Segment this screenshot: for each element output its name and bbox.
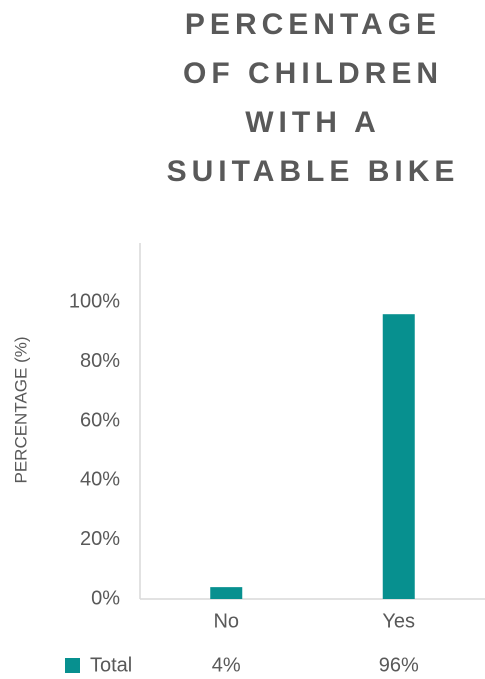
data-table-value: 4% bbox=[212, 654, 241, 676]
y-tick-label: 40% bbox=[80, 469, 120, 491]
bar bbox=[382, 314, 415, 599]
x-tick-label: Yes bbox=[382, 610, 415, 632]
legend-label: Total bbox=[90, 654, 132, 676]
y-tick-label: 20% bbox=[80, 528, 120, 550]
y-tick-label: 80% bbox=[80, 350, 120, 372]
chart-title: PERCENTAGE OF CHILDREN WITH A SUITABLE B… bbox=[166, 8, 460, 188]
y-tick-label: 100% bbox=[69, 291, 120, 313]
y-tick-label: 60% bbox=[80, 409, 120, 431]
legend-swatch bbox=[65, 658, 80, 673]
bar bbox=[210, 587, 243, 599]
data-table-value: 96% bbox=[379, 654, 419, 676]
y-axis-label: PERCENTAGE (%) bbox=[11, 336, 30, 483]
x-tick-label: No bbox=[213, 610, 239, 632]
y-tick-label: 0% bbox=[91, 587, 120, 609]
